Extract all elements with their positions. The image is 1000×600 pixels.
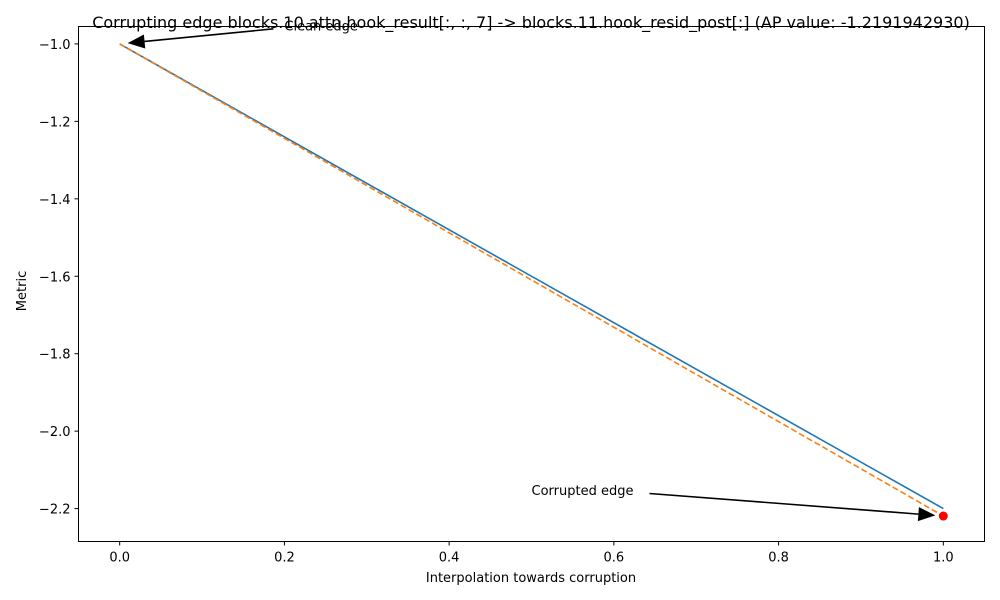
annotation-arrowhead	[917, 507, 936, 522]
annotation-arrow-shaft	[144, 28, 274, 43]
x-axis: 0.0 0.2 0.4 0.6 0.8 1.0	[109, 541, 954, 566]
y-tick-label: −2.0	[39, 425, 71, 440]
x-tick-label: 0.0	[109, 551, 130, 566]
y-tick-label: −1.4	[39, 193, 71, 208]
plot-layer	[119, 43, 948, 521]
annotation-label: Corrupted edge	[532, 484, 634, 499]
x-tick-label: 0.8	[768, 551, 789, 566]
dashed-series-line	[119, 43, 944, 517]
x-tick-label: 0.2	[274, 551, 295, 566]
y-tick-label: −1.6	[39, 270, 71, 285]
y-tick-label: −1.8	[39, 348, 71, 363]
y-axis: −1.0 −1.2 −1.4 −1.6 −1.8 −2.0 −2.2	[39, 38, 79, 518]
annotations: Clean edge Corrupted edge	[127, 19, 936, 522]
chart-title: Corrupting edge blocks.10.attn.hook_resu…	[92, 13, 970, 33]
x-tick-label: 0.6	[604, 551, 625, 566]
annotation-arrowhead	[127, 34, 146, 49]
corrupted-point-marker	[938, 511, 948, 521]
annotation-arrow-shaft	[649, 492, 919, 515]
x-tick-label: 0.4	[439, 551, 460, 566]
y-axis-label: Metric	[15, 271, 30, 311]
x-tick-label: 1.0	[933, 551, 954, 566]
solid-series-line	[119, 43, 944, 510]
y-tick-label: −2.2	[39, 503, 71, 518]
y-tick-label: −1.0	[39, 38, 71, 53]
plot-area-frame	[78, 26, 985, 542]
x-axis-label: Interpolation towards corruption	[426, 571, 636, 586]
y-tick-label: −1.2	[39, 115, 71, 130]
annotation-label: Clean edge	[284, 19, 358, 34]
